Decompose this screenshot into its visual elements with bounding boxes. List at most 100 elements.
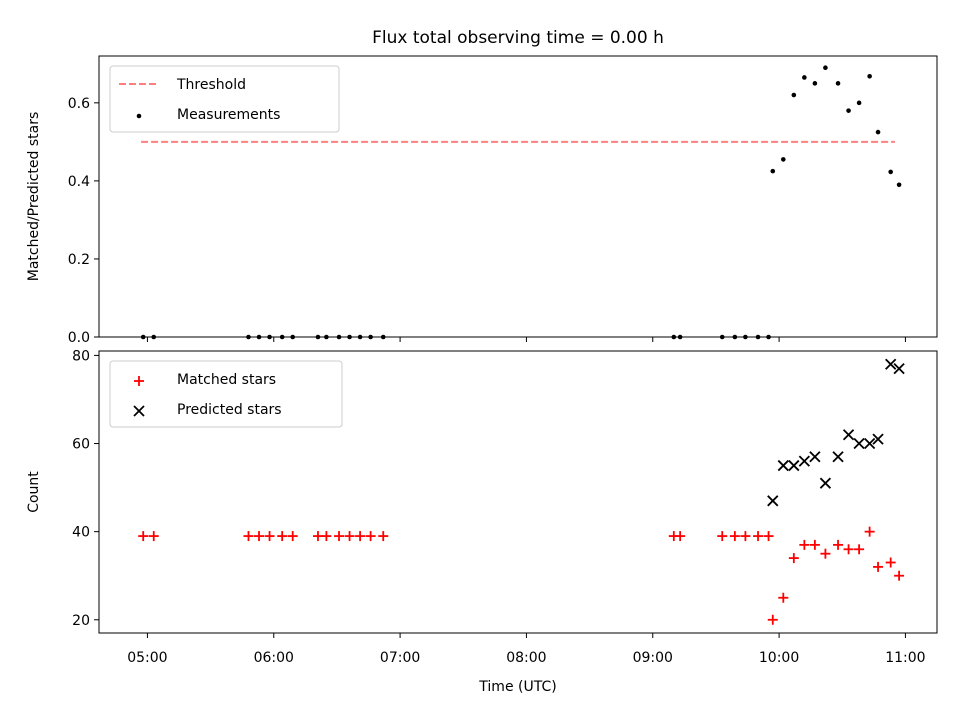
data-point [835,81,841,86]
data-point [888,169,893,175]
data-point [365,531,376,542]
data-point [134,376,144,386]
data-point [823,65,828,71]
series-predicted-stars [767,358,905,507]
data-point [315,334,321,340]
data-point [778,592,789,603]
data-point [832,451,844,463]
data-point [777,459,789,472]
data-point [277,531,288,542]
series-layer [138,358,905,625]
data-point [279,334,285,340]
legend-box [109,65,340,133]
data-point [243,531,254,542]
y-tick-label: 0.4 [68,174,90,190]
panel-counts: 20 40 60 80 05:00 06:00 07:00 08:00 09:00 10:00 11… [26,348,938,666]
x-tick-label: 06:00 [254,650,294,666]
data-point [867,73,872,79]
data-point [368,334,373,340]
data-point [894,570,905,581]
y-tick-label: 0.6 [68,96,90,112]
y-tick-label: 0.2 [68,252,90,268]
data-point [791,92,797,98]
series-measurements [140,65,902,340]
data-point [854,544,865,555]
data-point [743,334,748,340]
y-tick-label: 80 [72,348,90,364]
data-point [254,531,265,542]
data-point [246,334,251,340]
data-point [873,561,884,572]
x-tick-label: 05:00 [127,650,167,666]
data-point [719,334,725,340]
legend-label: Threshold [176,77,246,93]
data-point [355,531,366,542]
data-point [767,614,778,625]
x-tick-label: 07:00 [380,650,420,666]
legend: Matched stars Predicted stars [109,360,343,428]
data-point [729,531,740,542]
y-tick-label: 0.0 [68,330,90,346]
legend-box [109,360,343,428]
data-point [151,334,157,340]
data-point [136,113,142,119]
data-point [677,334,683,340]
series-matched-stars [138,526,905,625]
data-point [819,477,832,489]
data-point [380,334,386,340]
data-point [812,81,818,86]
data-point [378,531,389,542]
data-point [798,455,810,467]
data-point [846,108,851,113]
data-point [755,334,761,340]
data-point [321,531,332,542]
data-point [357,334,363,340]
chart-title: Flux total observing time = 0.00 h [372,28,664,48]
data-point [885,358,897,370]
legend-label: Predicted stars [177,402,282,418]
data-point [843,544,854,555]
series-layer [140,65,902,340]
data-point [740,531,751,542]
data-point [763,531,774,542]
y-tick-label: 40 [72,525,90,541]
data-point [864,526,875,537]
data-point [820,548,831,559]
x-tick-label: 10:00 [759,650,799,666]
x-tick-label: 08:00 [506,650,546,666]
legend-label: Measurements [177,107,280,123]
data-point [264,531,275,542]
data-point [312,531,323,542]
data-point [732,334,738,340]
data-point [788,459,800,472]
data-point [671,334,677,340]
data-point [140,334,146,340]
data-point [799,539,810,550]
data-point [753,531,764,542]
data-point [347,334,352,340]
data-point [780,157,786,162]
data-point [138,531,149,542]
x-tick-label: 11:00 [885,650,925,666]
data-point [767,495,779,507]
data-point [675,531,686,542]
y-axis-label: Matched/Predicted stars [26,112,42,282]
data-point [770,168,776,174]
data-point [863,437,876,450]
data-point [766,334,771,340]
data-point [885,557,896,568]
data-point [324,334,329,340]
y-tick-label: 60 [72,437,90,453]
data-point [853,437,865,450]
data-point [788,553,799,564]
data-point [256,334,262,340]
x-axis-label: Time (UTC) [478,679,556,695]
data-point [896,182,902,188]
legend-label: Matched stars [177,372,276,388]
data-point [287,531,298,542]
data-point [842,429,855,441]
data-point [809,539,820,550]
y-axis-label: Count [26,471,42,513]
data-point [336,334,342,340]
